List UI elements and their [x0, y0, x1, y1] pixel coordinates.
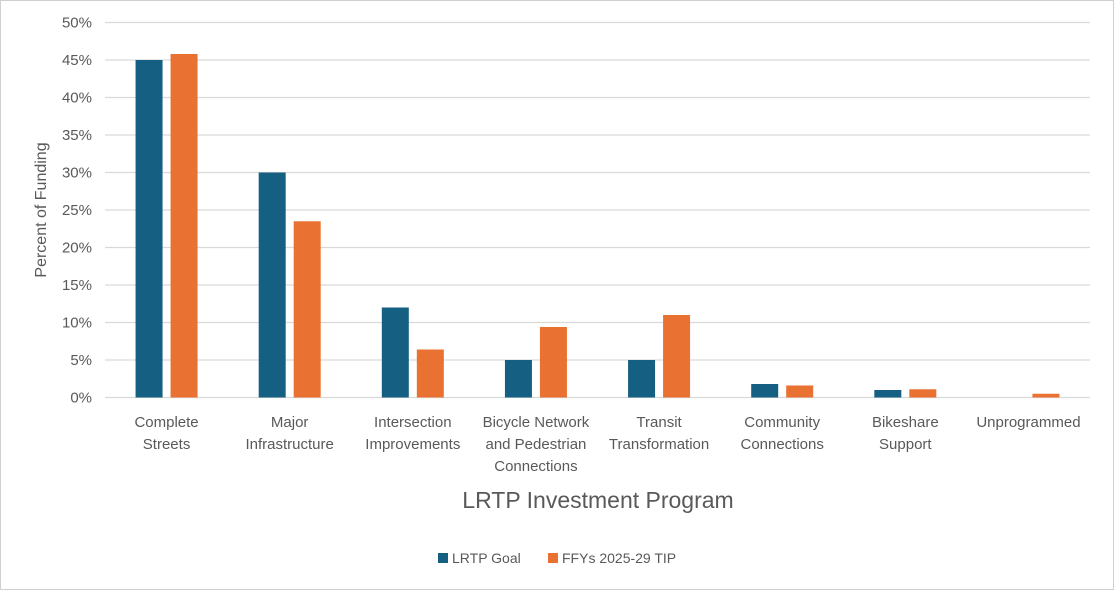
x-tick-label: Connections: [494, 458, 577, 475]
bar-tip: [663, 315, 691, 398]
bar-lrtp-goal: [381, 307, 409, 398]
x-tick-label: Infrastructure: [246, 436, 334, 453]
y-tick-label: 50%: [62, 15, 92, 32]
legend-swatch: [548, 553, 558, 563]
x-tick-label: Bikeshare: [872, 414, 939, 431]
legend-swatch: [438, 553, 448, 563]
legend-label: FFYs 2025-29 TIP: [562, 550, 676, 566]
bar-lrtp-goal: [504, 360, 532, 398]
x-tick-label: Improvements: [365, 436, 460, 453]
bar-tip: [170, 54, 198, 398]
bar-lrtp-goal: [751, 384, 779, 398]
y-tick-labels: 0% 5% 10% 15% 20% 25% 30% 35% 40% 45% 50%: [62, 15, 92, 407]
bar-lrtp-goal: [628, 360, 656, 398]
bar-tip: [909, 389, 937, 398]
y-tick-label: 45%: [62, 52, 92, 69]
x-tick-labels: Complete Streets Major Infrastructure Inters…: [134, 414, 1080, 475]
y-tick-label: 30%: [62, 165, 92, 182]
x-tick-label: Bicycle Network: [483, 414, 590, 431]
x-tick-label: Support: [879, 436, 932, 453]
legend: LRTP Goal FFYs 2025-29 TIP: [438, 550, 676, 566]
bar-tip: [293, 221, 321, 398]
legend-label: LRTP Goal: [452, 550, 521, 566]
y-tick-label: 35%: [62, 127, 92, 144]
bar-lrtp-goal: [258, 172, 286, 398]
bar-tip: [416, 349, 444, 398]
x-tick-label: Community: [744, 414, 820, 431]
bar-lrtp-goal: [874, 390, 902, 398]
x-tick-label: Major: [271, 414, 309, 431]
bars: [135, 54, 1060, 398]
x-tick-label: and Pedestrian: [485, 436, 586, 453]
gridlines: [105, 21, 1090, 399]
y-tick-label: 40%: [62, 90, 92, 107]
x-tick-label: Complete: [134, 414, 198, 431]
x-axis-label: LRTP Investment Program: [462, 487, 733, 513]
y-axis-label: Percent of Funding: [33, 142, 50, 277]
x-tick-label: Transit: [636, 414, 682, 431]
bar-tip: [1032, 393, 1060, 398]
y-tick-label: 20%: [62, 240, 92, 257]
x-tick-label: Connections: [740, 436, 823, 453]
y-tick-label: 15%: [62, 277, 92, 294]
x-tick-label: Intersection: [374, 414, 452, 431]
x-tick-label: Unprogrammed: [976, 414, 1080, 431]
bar-tip: [539, 327, 567, 398]
bar-tip: [786, 385, 814, 398]
y-tick-label: 10%: [62, 315, 92, 332]
x-tick-label: Transformation: [609, 436, 709, 453]
y-tick-label: 25%: [62, 202, 92, 219]
bar-lrtp-goal: [135, 60, 163, 398]
y-tick-label: 0%: [70, 390, 92, 407]
y-tick-label: 5%: [70, 352, 92, 369]
x-tick-label: Streets: [143, 436, 191, 453]
